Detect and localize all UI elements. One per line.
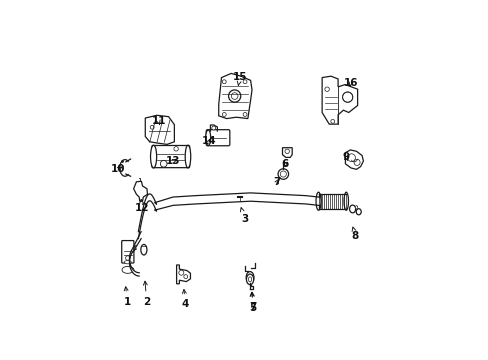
- Text: 8: 8: [351, 227, 358, 241]
- Ellipse shape: [355, 206, 357, 209]
- Text: 6: 6: [281, 159, 288, 169]
- Text: 13: 13: [166, 156, 181, 166]
- Circle shape: [174, 147, 178, 151]
- Ellipse shape: [246, 274, 253, 285]
- Ellipse shape: [248, 275, 251, 280]
- Ellipse shape: [124, 261, 131, 264]
- FancyBboxPatch shape: [122, 240, 134, 263]
- FancyBboxPatch shape: [152, 145, 189, 168]
- Text: 7: 7: [273, 177, 280, 187]
- Ellipse shape: [315, 192, 320, 210]
- Circle shape: [231, 93, 238, 99]
- FancyBboxPatch shape: [206, 130, 229, 146]
- Ellipse shape: [344, 192, 348, 210]
- Text: 10: 10: [111, 164, 125, 174]
- Circle shape: [222, 112, 226, 116]
- Circle shape: [324, 87, 328, 91]
- Text: 15: 15: [232, 72, 247, 85]
- Ellipse shape: [150, 145, 156, 168]
- Circle shape: [160, 161, 167, 167]
- Text: 7: 7: [248, 292, 256, 312]
- Circle shape: [243, 80, 246, 84]
- Circle shape: [342, 92, 352, 102]
- Circle shape: [285, 149, 289, 153]
- Circle shape: [353, 159, 359, 166]
- Text: 14: 14: [202, 136, 217, 146]
- Ellipse shape: [245, 271, 253, 283]
- Text: 1: 1: [123, 287, 131, 307]
- Ellipse shape: [185, 145, 190, 168]
- Text: 16: 16: [343, 77, 358, 87]
- Text: 9: 9: [342, 152, 349, 162]
- Circle shape: [243, 112, 246, 116]
- Circle shape: [150, 125, 154, 129]
- Ellipse shape: [349, 205, 355, 213]
- Circle shape: [125, 256, 130, 260]
- Text: 5: 5: [249, 292, 256, 313]
- Ellipse shape: [280, 171, 286, 177]
- Ellipse shape: [205, 130, 210, 145]
- Circle shape: [179, 270, 183, 275]
- Text: 4: 4: [182, 289, 189, 309]
- Circle shape: [222, 80, 226, 84]
- Ellipse shape: [355, 209, 361, 215]
- Ellipse shape: [278, 169, 288, 179]
- Circle shape: [347, 154, 355, 162]
- Text: 3: 3: [240, 208, 247, 224]
- Circle shape: [183, 275, 187, 279]
- Circle shape: [228, 90, 240, 102]
- Ellipse shape: [141, 244, 146, 255]
- Text: 2: 2: [143, 281, 150, 307]
- Text: 12: 12: [134, 199, 149, 213]
- Circle shape: [211, 126, 215, 130]
- Text: 11: 11: [151, 116, 165, 126]
- Circle shape: [330, 120, 334, 123]
- Ellipse shape: [248, 277, 251, 282]
